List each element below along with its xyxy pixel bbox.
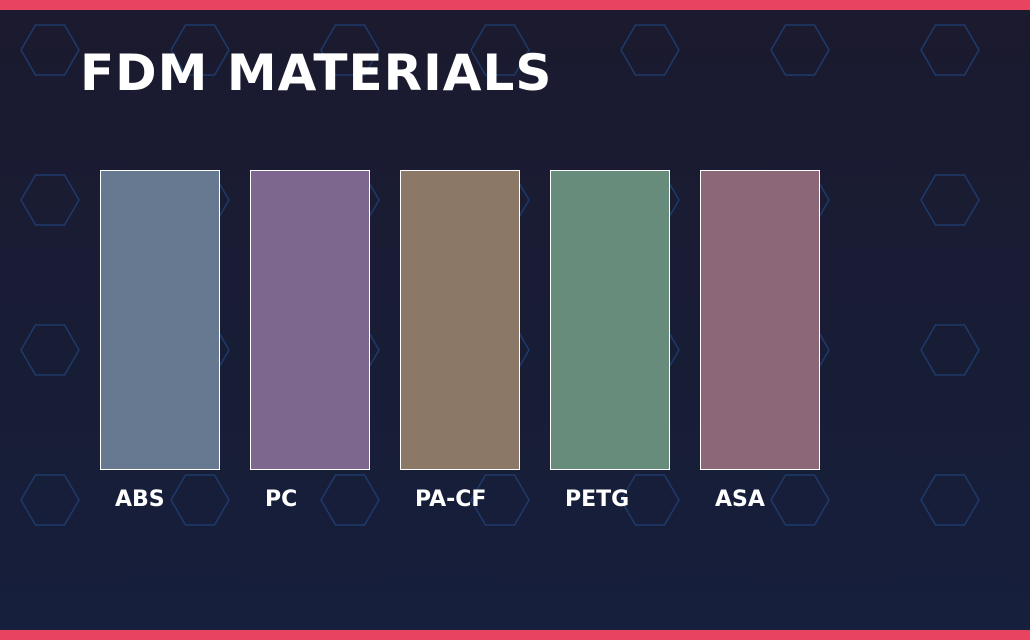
hexagon-shape <box>20 324 80 376</box>
label-pa-cf: PA-CF <box>415 487 487 512</box>
swatch-abs <box>100 170 220 470</box>
label-pc: PC <box>265 487 298 512</box>
top-accent-bar <box>0 0 1030 10</box>
hexagon-shape <box>620 24 680 76</box>
hexagon-shape <box>320 24 380 76</box>
hexagon-shape <box>920 24 980 76</box>
hexagon-shape <box>920 474 980 526</box>
hexagon-shape <box>620 474 680 526</box>
hexagon-shape <box>20 174 80 226</box>
swatch-pc <box>250 170 370 470</box>
page-title: FDM MATERIALS <box>80 44 553 102</box>
bottom-accent-bar <box>0 630 1030 640</box>
hexagon-shape <box>470 24 530 76</box>
label-petg: PETG <box>565 487 630 512</box>
hexagon-shape <box>170 24 230 76</box>
hexagon-shape <box>920 174 980 226</box>
hexagon-shape <box>320 474 380 526</box>
hexagon-shape <box>770 24 830 76</box>
hexagon-shape <box>770 474 830 526</box>
hexagon-shape <box>920 324 980 376</box>
swatch-petg <box>550 170 670 470</box>
hexagon-shape <box>20 474 80 526</box>
label-abs: ABS <box>115 487 165 512</box>
swatch-pa-cf <box>400 170 520 470</box>
hexagon-shape <box>20 24 80 76</box>
swatch-asa <box>700 170 820 470</box>
hexagon-shape <box>470 474 530 526</box>
hexagon-shape <box>170 474 230 526</box>
label-asa: ASA <box>715 487 765 512</box>
